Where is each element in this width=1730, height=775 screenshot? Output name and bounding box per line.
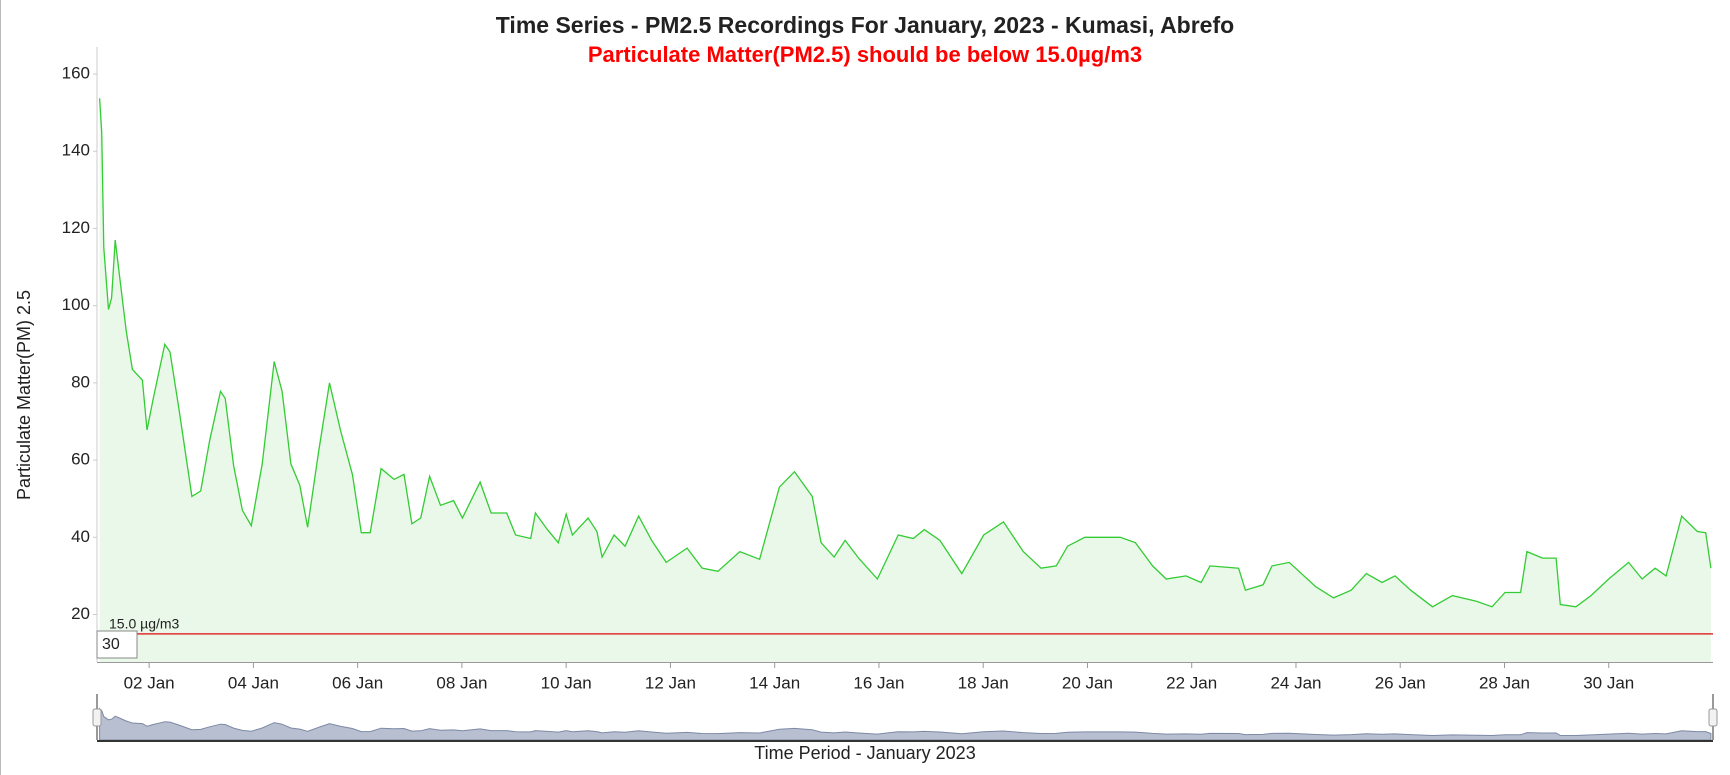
x-tick-label: 14 Jan [749, 673, 800, 692]
range-input[interactable] [96, 630, 138, 659]
x-tick-label: 20 Jan [1062, 673, 1113, 692]
x-tick-label: 02 Jan [124, 673, 175, 692]
range-input-text: 30 [102, 636, 120, 653]
x-tick-label: 24 Jan [1270, 673, 1321, 692]
x-tick-label: 04 Jan [228, 673, 279, 692]
y-tick-label: 40 [71, 527, 90, 546]
y-tick-label: 100 [62, 295, 90, 314]
y-tick-label: 60 [71, 450, 90, 469]
x-tick-label: 22 Jan [1166, 673, 1217, 692]
y-tick-label: 20 [71, 604, 90, 623]
x-axis-label: Time Period - January 2023 [754, 743, 975, 763]
navigator-handle[interactable] [92, 708, 102, 727]
y-axis-label: Particulate Matter(PM) 2.5 [14, 290, 34, 500]
x-tick-label: 08 Jan [436, 673, 487, 692]
y-tick-label: 160 [62, 64, 90, 83]
x-tick-label: 16 Jan [853, 673, 904, 692]
threshold-label: 15.0 µg/m3 [109, 616, 180, 632]
y-tick-label: 120 [62, 218, 90, 237]
chart-subtitle: Particulate Matter(PM2.5) should be belo… [588, 42, 1142, 67]
area-fill [99, 98, 1711, 663]
x-tick-label: 28 Jan [1479, 673, 1530, 692]
navigator-area [99, 707, 1712, 741]
y-tick-label: 80 [71, 372, 90, 391]
chart-title: Time Series - PM2.5 Recordings For Janua… [496, 12, 1234, 38]
x-tick-label: 06 Jan [332, 673, 383, 692]
x-tick-label: 10 Jan [541, 673, 592, 692]
x-tick-label: 26 Jan [1375, 673, 1426, 692]
x-tick-label: 18 Jan [958, 673, 1009, 692]
x-tick-label: 30 Jan [1583, 673, 1634, 692]
line [98, 98, 1712, 608]
navigator-handle[interactable] [1708, 708, 1718, 727]
x-tick-label: 12 Jan [645, 673, 696, 692]
y-tick-label: 140 [62, 141, 90, 160]
